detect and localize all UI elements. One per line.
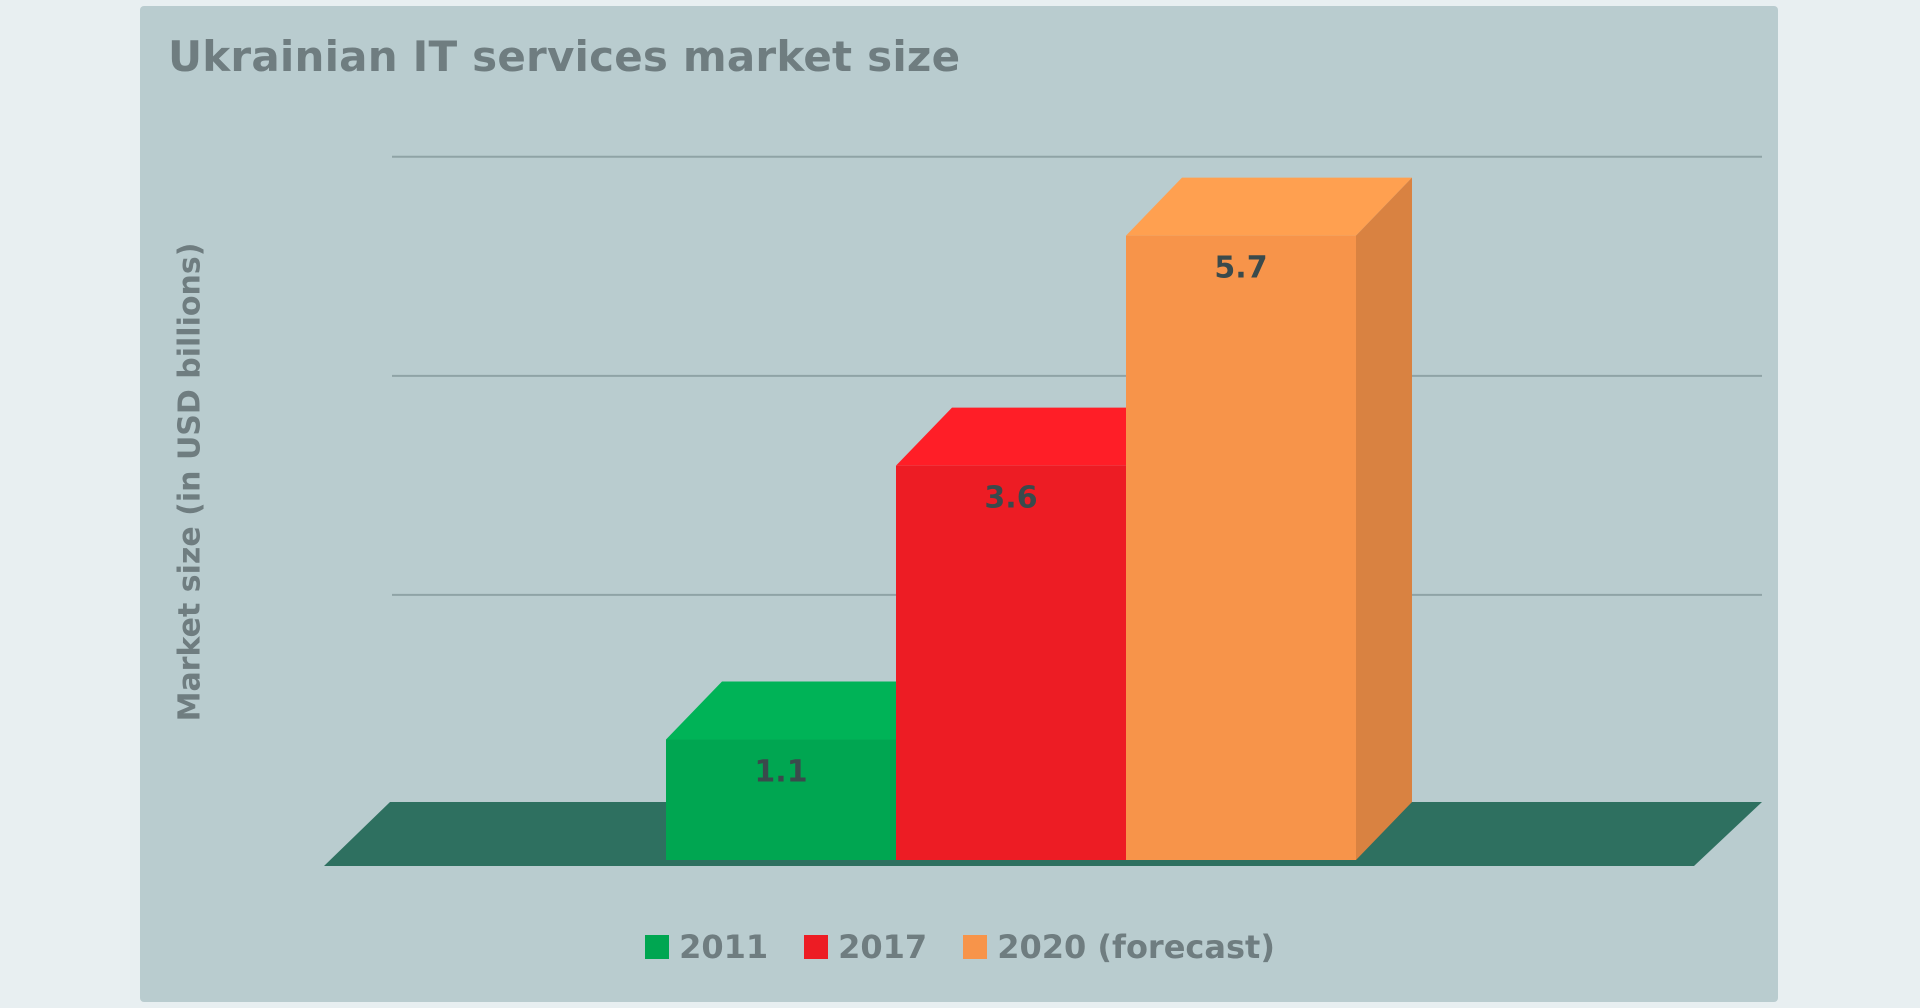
bar-2020 (1126, 235, 1356, 861)
legend-item: 2011 (645, 928, 768, 966)
bar-side-2020 (1356, 177, 1412, 861)
data-label-2017: 3.6 (984, 481, 1037, 516)
bar-top-2020 (1126, 177, 1412, 236)
legend-label: 2017 (838, 928, 928, 966)
data-label-2020: 5.7 (1214, 251, 1267, 286)
chart-legend: 2011 2017 2020 (forecast) (0, 928, 1920, 966)
legend-label: 2020 (forecast) (997, 928, 1275, 966)
legend-swatch (963, 935, 988, 959)
bar-top-2017 (896, 407, 1182, 466)
chart-title: Ukrainian IT services market size (168, 32, 961, 81)
legend-item: 2020 (forecast) (963, 928, 1275, 966)
legend-swatch (804, 935, 829, 959)
legend-item: 2017 (804, 928, 927, 966)
bar-2011 (666, 739, 896, 860)
data-label-2011: 1.1 (754, 755, 807, 790)
legend-swatch (645, 935, 670, 959)
bar-top-2011 (666, 681, 952, 740)
bar-2017 (896, 465, 1126, 860)
legend-label: 2011 (679, 928, 769, 966)
